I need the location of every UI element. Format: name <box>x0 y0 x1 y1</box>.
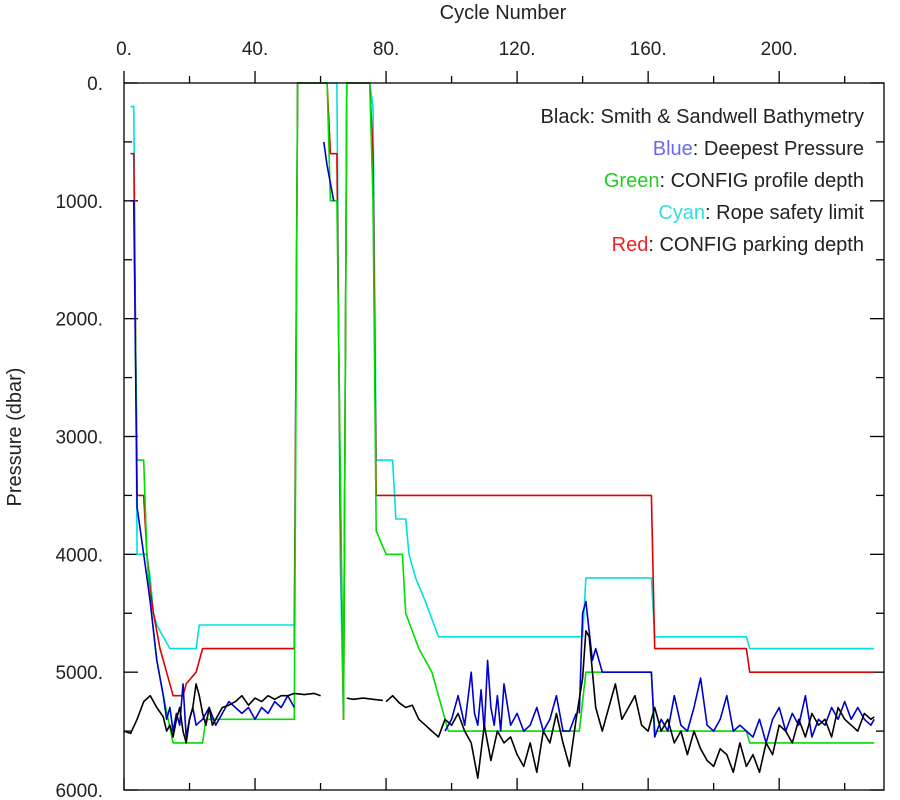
legend-color-name: Black <box>541 106 591 128</box>
legend: Black: Smith & Sandwell BathymetryBlue: … <box>541 106 865 256</box>
y-axis-title: Pressure (dbar) <box>4 368 26 507</box>
x-tick-label: 40. <box>242 39 268 60</box>
y-tick-label: 3000. <box>55 428 103 449</box>
legend-entry: Cyan: Rope safety limit <box>658 202 864 224</box>
y-tick-label: 5000. <box>55 663 103 684</box>
legend-color-name: Cyan <box>658 202 705 224</box>
legend-entry: Black: Smith & Sandwell Bathymetry <box>541 106 864 128</box>
x-axis-title: Cycle Number <box>440 2 567 24</box>
legend-label: : CONFIG profile depth <box>659 170 864 192</box>
x-tick-label: 120. <box>499 39 536 60</box>
legend-color-name: Red <box>612 234 649 256</box>
axis-ticks: 0. 40. 80. 120. 160. 200. 0. 1000. 2000. 3000. 400… <box>55 39 884 800</box>
x-tick-label: 200. <box>761 39 798 60</box>
legend-label: : CONFIG parking depth <box>648 234 864 256</box>
y-tick-label: 0. <box>87 74 103 95</box>
x-tick-label: 0. <box>116 39 132 60</box>
legend-entry: Blue: Deepest Pressure <box>653 138 864 160</box>
plot-frame <box>123 82 885 791</box>
y-tick-label: 4000. <box>55 545 103 566</box>
x-tick-label: 160. <box>630 39 667 60</box>
legend-label: : Deepest Pressure <box>693 138 864 160</box>
legend-color-name: Blue <box>653 138 693 160</box>
x-tick-label: 80. <box>373 39 399 60</box>
legend-entry: Green: CONFIG profile depth <box>604 170 864 192</box>
y-tick-label: 1000. <box>55 192 103 213</box>
legend-entry: Red: CONFIG parking depth <box>612 234 864 256</box>
y-tick-label: 6000. <box>55 781 103 800</box>
series-line-3 <box>130 141 875 744</box>
legend-label: : Smith & Sandwell Bathymetry <box>589 106 864 128</box>
y-tick-label: 2000. <box>55 310 103 331</box>
legend-label: : Rope safety limit <box>705 202 864 224</box>
series-line-4 <box>123 630 875 779</box>
legend-color-name: Green <box>604 170 660 192</box>
